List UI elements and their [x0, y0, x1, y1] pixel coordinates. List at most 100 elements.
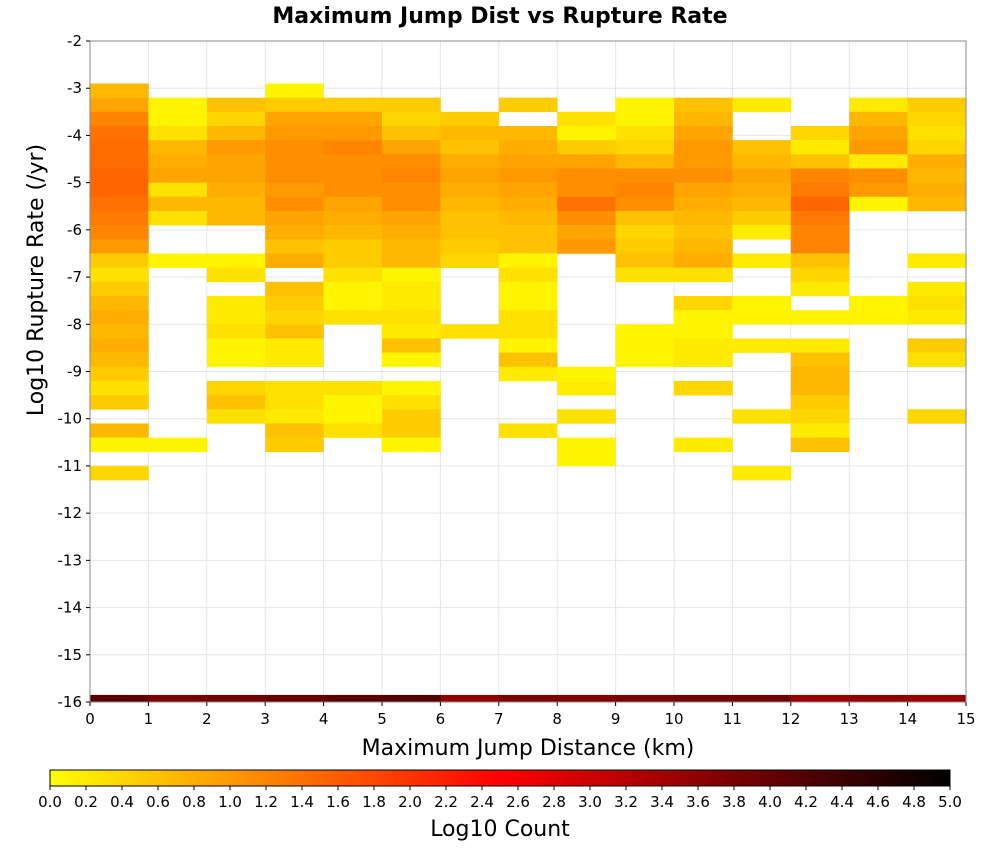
heatmap-cell [849, 125, 908, 141]
x-tick-label: 3 [260, 710, 270, 728]
heatmap-cell [498, 97, 558, 113]
heatmap-cell [440, 125, 500, 141]
heatmap-cell [206, 168, 266, 183]
heatmap-cell [849, 182, 908, 198]
heatmap-cell [674, 210, 733, 226]
heatmap-cell [557, 437, 616, 453]
heatmap-cell [382, 310, 441, 325]
heatmap-cell [382, 409, 441, 424]
x-tick-label: 8 [552, 710, 562, 728]
heatmap-cell [790, 196, 850, 212]
heatmap-cell [615, 140, 675, 155]
heatmap-cell [557, 451, 616, 467]
colorbar-tick-label: 0.2 [74, 793, 98, 811]
colorbar-tick-label: 3.4 [650, 793, 674, 811]
heatmap-cell [323, 380, 383, 396]
x-axis-label: Maximum Jump Distance (km) [362, 736, 695, 761]
heatmap-cell [732, 196, 792, 212]
y-tick-label: -2 [67, 32, 82, 50]
heatmap-cell [382, 267, 441, 283]
heatmap-cell [265, 154, 324, 169]
heatmap-cell [90, 182, 149, 198]
heatmap-cell [90, 366, 149, 382]
colorbar-tick-label: 3.2 [614, 793, 638, 811]
heatmap-cell [732, 97, 792, 113]
heatmap-cell [206, 140, 266, 155]
y-axis-ticks: -16 -15 -14 -13 -12 -11 -10 -9 -8 -7 -6 -5 -4 -3 -2 [58, 32, 90, 711]
heatmap-cell-bottom [732, 694, 792, 702]
y-tick-label: -6 [67, 221, 82, 239]
heatmap-cell [323, 253, 383, 268]
heatmap-cell [265, 111, 324, 127]
heatmap-cell [206, 380, 266, 396]
heatmap-cell [382, 225, 441, 240]
heatmap-cell [206, 111, 266, 127]
heatmap-cell [498, 310, 558, 325]
heatmap-cell [206, 210, 266, 226]
y-tick-label: -12 [58, 504, 83, 522]
heatmap-cell-bottom [557, 694, 616, 702]
heatmap-cell [615, 154, 675, 169]
heatmap-cell [907, 281, 967, 297]
heatmap-cell [265, 338, 324, 353]
heatmap-cell [790, 225, 850, 240]
heatmap-cell [90, 423, 149, 438]
heatmap-cell [206, 253, 266, 268]
heatmap-cell [498, 295, 558, 311]
heatmap-cell [90, 338, 149, 353]
heatmap-cell [498, 352, 558, 368]
heatmap-cell [907, 352, 967, 368]
heatmap-cell [148, 125, 208, 141]
colorbar-tick-label: 1.8 [362, 793, 386, 811]
heatmap-cell [674, 225, 733, 240]
heatmap-cell [440, 210, 500, 226]
heatmap-cell [557, 380, 616, 396]
heatmap-cell [148, 168, 208, 183]
heatmap-cell [498, 125, 558, 141]
heatmap-cell [323, 97, 383, 113]
colorbar-tick-label: 4.4 [830, 793, 854, 811]
heatmap-cell [732, 310, 792, 325]
heatmap-cell [265, 437, 324, 453]
heatmap-cell [732, 210, 792, 226]
heatmap-cell [498, 154, 558, 169]
heatmap-cell [440, 225, 500, 240]
heatmap-cell [440, 196, 500, 212]
heatmap-cell [674, 168, 733, 183]
heatmap-cell [790, 281, 850, 297]
y-tick-label: -3 [67, 79, 82, 97]
heatmap-cell [323, 111, 383, 127]
heatmap-cell [265, 253, 324, 268]
heatmap-cell [90, 281, 149, 297]
colorbar [49, 769, 951, 787]
heatmap-cell [674, 267, 733, 283]
heatmap-cell [674, 239, 733, 254]
heatmap-cell [440, 239, 500, 254]
heatmap-cell [90, 154, 149, 169]
heatmap-cell [849, 196, 908, 212]
heatmap-cell [323, 409, 383, 424]
heatmap-cell [557, 210, 616, 226]
heatmap-cell [323, 281, 383, 297]
heatmap-cell [615, 182, 675, 198]
heatmap-cell [440, 324, 500, 339]
heatmap-cell [206, 395, 266, 410]
heatmap-cell [148, 182, 208, 198]
x-tick-label: 1 [144, 710, 154, 728]
heatmap-cell [382, 423, 441, 438]
heatmap-cell [382, 182, 441, 198]
heatmap-cell [790, 380, 850, 396]
heatmap-cell [265, 423, 324, 438]
y-tick-label: -4 [67, 126, 82, 144]
heatmap-cell [557, 225, 616, 240]
heatmap-cell [907, 125, 967, 141]
heatmap-cell [90, 295, 149, 311]
y-tick-label: -16 [58, 693, 83, 711]
heatmap-cell [498, 366, 558, 382]
x-tick-label: 11 [723, 710, 742, 728]
heatmap-cell [790, 168, 850, 183]
heatmap-cell-bottom [907, 694, 967, 702]
heatmap-cell [265, 83, 324, 98]
colorbar-tick-label: 1.2 [254, 793, 278, 811]
heatmap-cell-bottom [615, 694, 675, 702]
